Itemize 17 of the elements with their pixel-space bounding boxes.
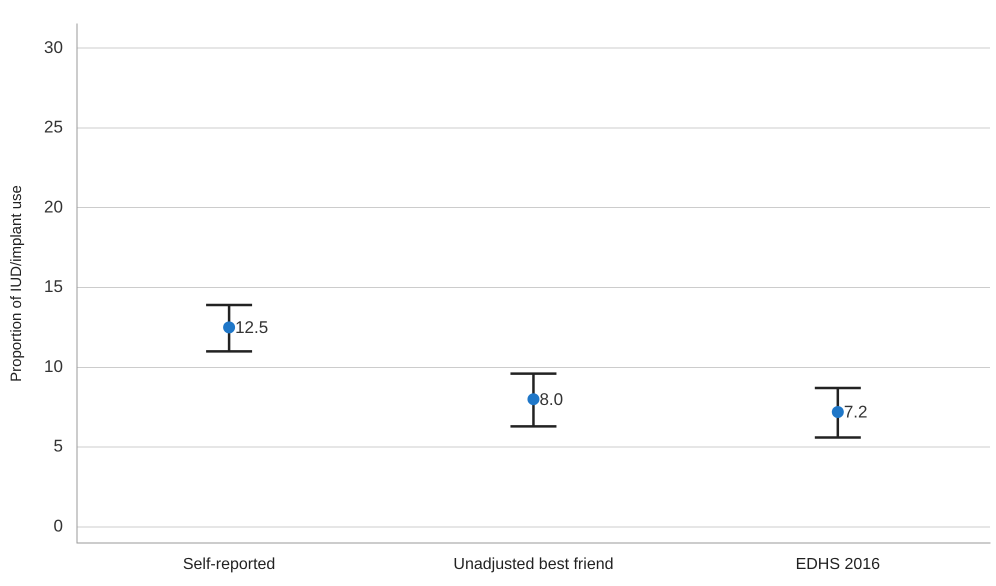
y-tick-label: 0 [53,516,63,536]
x-tick-label: Unadjusted best friend [453,556,614,573]
y-tick-label: 5 [53,436,63,456]
y-tick-label: 10 [44,356,63,376]
x-tick-label: Self-reported [182,556,276,573]
x-tick-label: EDHS 2016 [796,556,880,573]
y-tick-label: 30 [44,38,63,57]
y-axis-title: Proportion of IUD/implant use [8,185,26,382]
y-tick-label: 25 [44,118,63,137]
data-label: 7.2 [844,402,868,422]
data-label: 12.5 [235,318,268,338]
data-label: 8.0 [539,390,564,409]
point [223,321,236,334]
point [832,406,844,418]
y-tick-label: 15 [44,277,63,296]
point [527,393,540,406]
y-tick-label: 20 [44,197,63,216]
